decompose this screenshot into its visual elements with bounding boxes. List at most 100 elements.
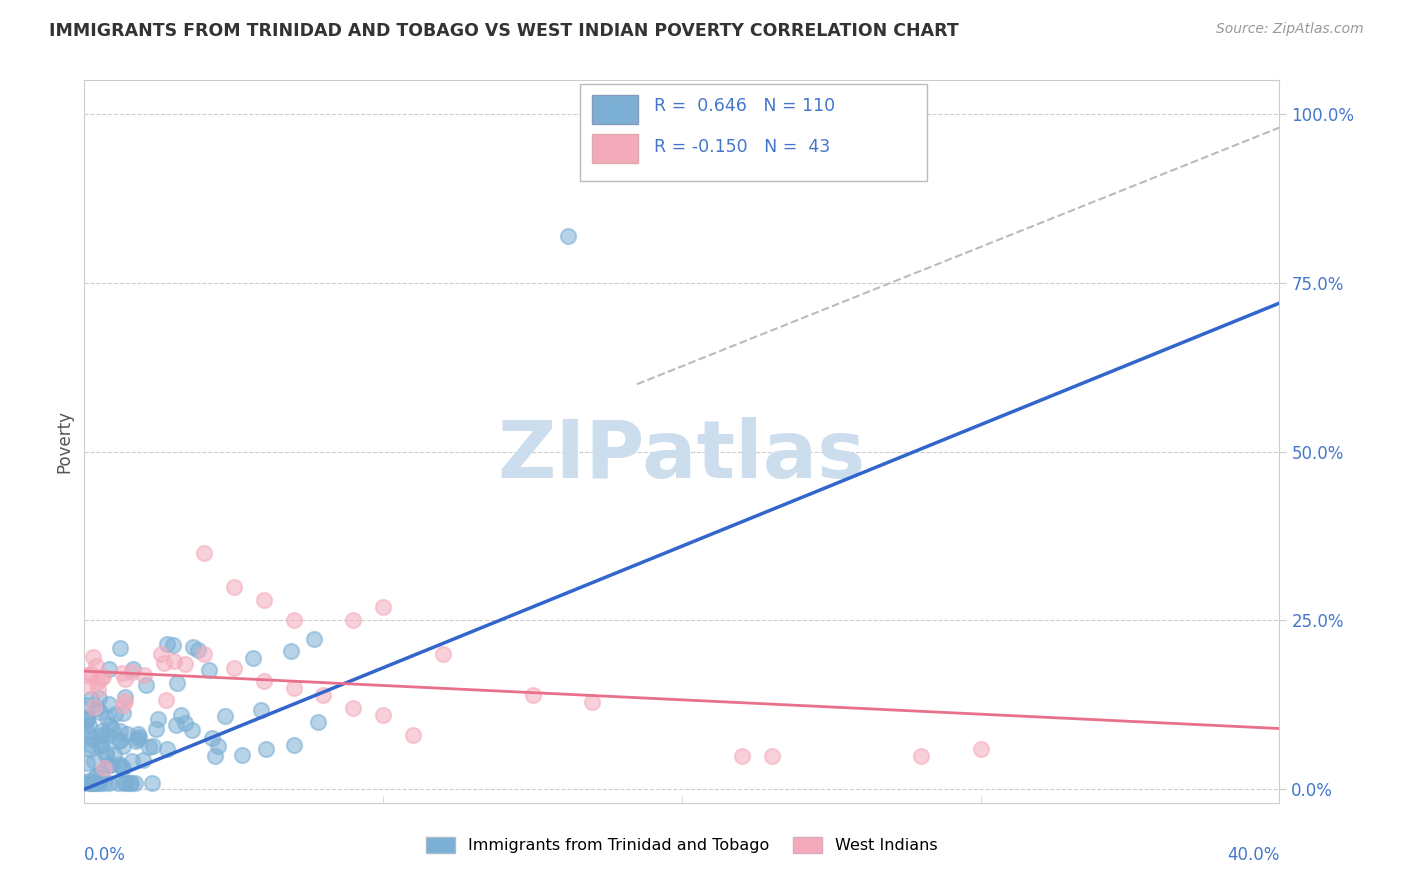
Text: IMMIGRANTS FROM TRINIDAD AND TOBAGO VS WEST INDIAN POVERTY CORRELATION CHART: IMMIGRANTS FROM TRINIDAD AND TOBAGO VS W… xyxy=(49,22,959,40)
Point xyxy=(111,706,134,720)
Point xyxy=(111,666,134,681)
Point xyxy=(77,729,100,743)
Point xyxy=(107,775,129,789)
Point xyxy=(76,667,98,681)
Y-axis label: Poverty: Poverty xyxy=(55,410,73,473)
Point xyxy=(76,679,98,693)
Point xyxy=(101,722,124,736)
Point xyxy=(162,638,184,652)
Point xyxy=(193,647,215,661)
Point xyxy=(163,654,186,668)
Point xyxy=(118,775,141,789)
Point xyxy=(121,755,143,769)
Point xyxy=(76,775,98,789)
Point xyxy=(128,730,150,744)
Point xyxy=(89,691,111,706)
Point xyxy=(312,688,335,702)
Point xyxy=(156,741,179,756)
Point xyxy=(76,756,98,770)
Point xyxy=(76,724,98,739)
Legend: Immigrants from Trinidad and Tobago, West Indians: Immigrants from Trinidad and Tobago, Wes… xyxy=(420,830,943,860)
Point xyxy=(141,775,163,789)
Point xyxy=(142,739,165,753)
Point xyxy=(170,708,193,723)
Point xyxy=(108,640,131,655)
Point xyxy=(180,723,202,738)
Point xyxy=(204,748,226,763)
Point xyxy=(373,708,395,723)
Point xyxy=(110,759,132,773)
Point xyxy=(94,745,117,759)
Point xyxy=(373,599,395,614)
Point xyxy=(121,665,143,680)
Point xyxy=(111,761,134,775)
Point xyxy=(231,748,253,763)
Point xyxy=(402,728,425,742)
Point xyxy=(98,697,121,711)
Point xyxy=(253,674,276,689)
Point xyxy=(107,734,129,748)
Point xyxy=(76,713,98,727)
Point xyxy=(115,775,138,789)
Point xyxy=(90,737,112,751)
Point xyxy=(97,662,120,676)
Point xyxy=(91,670,114,684)
Point xyxy=(214,709,236,723)
Point xyxy=(93,729,115,743)
Point xyxy=(307,715,329,730)
Point xyxy=(970,741,993,756)
Point xyxy=(96,711,118,725)
Point xyxy=(242,651,264,665)
Point xyxy=(108,723,131,738)
Point xyxy=(103,747,125,762)
Point xyxy=(207,739,229,753)
FancyBboxPatch shape xyxy=(592,135,638,163)
Point xyxy=(342,614,364,628)
Point xyxy=(83,775,105,789)
Point xyxy=(86,770,108,784)
Point xyxy=(187,642,209,657)
Point xyxy=(222,580,245,594)
Point xyxy=(83,775,105,789)
Point xyxy=(93,761,115,775)
Point xyxy=(77,718,100,732)
Point xyxy=(100,757,122,772)
Point xyxy=(104,706,127,721)
Point xyxy=(127,727,149,741)
Point xyxy=(166,676,188,690)
Point xyxy=(108,732,131,747)
Point xyxy=(522,688,544,702)
Point xyxy=(76,710,98,724)
Point xyxy=(94,747,117,762)
Point xyxy=(89,706,111,720)
Point xyxy=(114,694,136,708)
Point xyxy=(132,667,156,681)
Point xyxy=(90,671,112,685)
Point xyxy=(115,726,138,740)
Point xyxy=(112,775,135,789)
Point xyxy=(114,690,136,705)
Point xyxy=(97,775,120,789)
Point xyxy=(193,546,215,560)
Point xyxy=(181,640,204,654)
FancyBboxPatch shape xyxy=(581,84,927,181)
Point xyxy=(114,672,136,686)
Point xyxy=(122,662,145,676)
Point xyxy=(283,738,305,752)
Point xyxy=(155,693,177,707)
Text: ZIPatlas: ZIPatlas xyxy=(498,417,866,495)
Point xyxy=(249,703,271,717)
Point xyxy=(79,775,101,789)
Point xyxy=(283,681,305,695)
Point xyxy=(156,637,179,651)
Point xyxy=(90,765,112,780)
Point xyxy=(80,691,103,706)
Point xyxy=(80,738,103,752)
Point xyxy=(761,748,783,763)
Text: Source: ZipAtlas.com: Source: ZipAtlas.com xyxy=(1216,22,1364,37)
Point xyxy=(90,728,112,742)
Point xyxy=(145,722,167,736)
Point xyxy=(197,663,219,677)
Point xyxy=(174,715,197,730)
Point xyxy=(127,731,149,746)
